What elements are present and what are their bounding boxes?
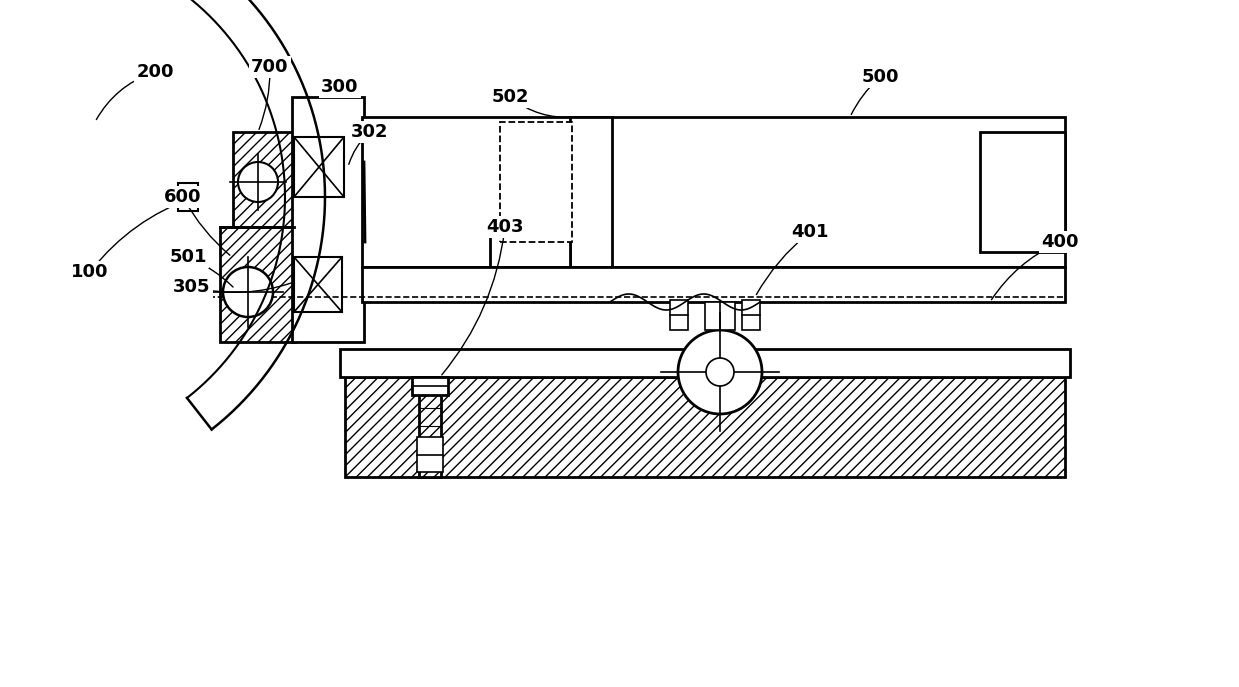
Text: 401: 401: [792, 223, 829, 241]
Circle shape: [678, 330, 762, 414]
Bar: [413, 377, 449, 395]
Circle shape: [238, 162, 278, 202]
Text: 302: 302: [351, 123, 389, 141]
Text: 300: 300: [321, 78, 359, 96]
Text: 700: 700: [252, 58, 289, 76]
Bar: [294, 137, 344, 197]
Bar: [742, 300, 760, 330]
Text: 500: 500: [861, 68, 898, 86]
Bar: [294, 257, 342, 312]
Bar: [419, 377, 441, 477]
Bar: [344, 377, 1066, 477]
Text: 600: 600: [165, 188, 202, 206]
Bar: [339, 349, 1070, 377]
Bar: [980, 132, 1066, 252]
Text: 100: 100: [72, 263, 109, 281]
Text: 502: 502: [491, 88, 529, 106]
Text: 305: 305: [173, 278, 211, 296]
Bar: [362, 117, 1066, 267]
Bar: [705, 302, 735, 330]
Bar: [501, 122, 572, 242]
Circle shape: [706, 358, 733, 386]
Text: 400: 400: [1041, 233, 1079, 251]
Bar: [570, 117, 612, 267]
Circle shape: [223, 267, 273, 317]
Text: 403: 403: [486, 218, 524, 236]
Bar: [418, 437, 444, 472]
Bar: [489, 222, 570, 267]
Bar: [670, 300, 688, 330]
Bar: [292, 97, 364, 342]
Bar: [362, 267, 1066, 302]
Bar: [178, 183, 198, 211]
Text: 200: 200: [136, 63, 173, 81]
Bar: [221, 227, 295, 342]
Text: 501: 501: [170, 248, 207, 266]
Bar: [233, 132, 295, 227]
